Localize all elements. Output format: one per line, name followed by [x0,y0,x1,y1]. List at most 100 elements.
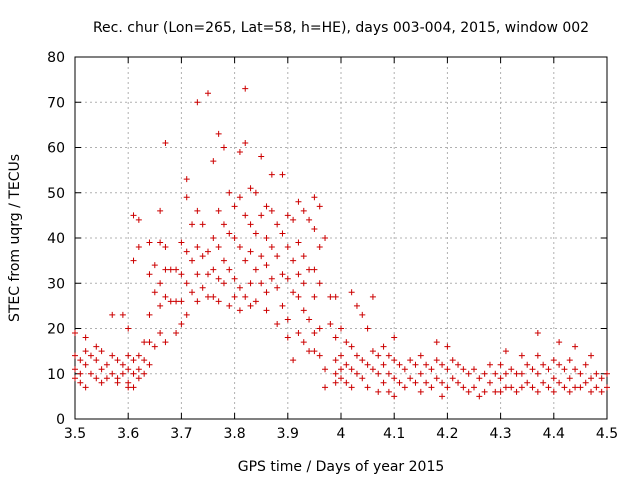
y-tick-labels: 0 10 20 30 40 50 60 70 80 [47,50,65,428]
data-point [199,284,206,291]
data-point [93,343,100,350]
grid [75,57,607,419]
data-point [375,352,382,359]
data-point [146,361,153,368]
data-point [231,203,238,210]
data-point [593,370,600,377]
data-point [109,370,116,377]
data-point [476,393,483,400]
data-point [380,361,387,368]
data-point [290,289,297,296]
data-point [98,348,105,355]
data-point [471,366,477,373]
data-point [444,343,451,350]
data-point [359,375,366,382]
data-point [327,293,334,300]
data-point [380,379,387,386]
data-point [274,320,281,327]
data-point [279,230,286,237]
data-point [508,384,515,391]
data-point [396,379,403,386]
data-point [572,343,579,350]
data-point [566,388,573,395]
x-tick-label: 4.2 [436,426,458,442]
data-point [385,370,392,377]
data-point [322,366,329,373]
data-point [316,325,323,332]
data-point [146,339,153,346]
data-point [157,280,164,287]
data-point [252,266,259,273]
data-point [439,393,446,400]
data-point [550,388,557,395]
data-point [412,379,419,386]
data-point [183,176,190,183]
data-point [332,379,339,386]
data-point [332,357,339,364]
data-point [391,334,398,341]
data-point [103,375,110,382]
data-point [481,370,488,377]
data-point [236,194,243,201]
data-point [189,289,196,296]
data-point [87,352,94,359]
data-point [274,221,281,228]
data-point [332,334,339,341]
data-point [135,366,142,373]
data-point [72,366,78,373]
data-point [98,379,105,386]
data-point [492,388,499,395]
data-point [173,298,180,305]
data-point [423,379,430,386]
data-point [215,298,222,305]
data-point [141,339,148,346]
data-point [486,361,493,368]
data-point [130,370,137,377]
data-point [582,379,589,386]
data-point [215,275,222,282]
data-point [87,370,94,377]
data-point [428,384,435,391]
data-point [183,194,190,201]
data-point [220,144,227,151]
y-tick-label: 70 [47,95,65,111]
data-point [327,320,334,327]
data-point [455,379,462,386]
data-point [247,280,254,287]
data-point [205,90,211,97]
data-point [226,266,233,273]
y-tick-label: 20 [47,322,65,338]
data-point [157,239,164,246]
data-point [258,280,265,287]
data-point [183,280,190,287]
data-point [263,235,270,241]
data-point [162,266,169,273]
data-point [348,384,355,391]
data-point [194,271,201,278]
data-point [300,307,307,314]
data-point [130,212,137,219]
data-point [311,194,318,201]
data-point [258,253,265,260]
data-point [513,388,520,395]
data-point [226,302,233,309]
data-point [417,352,424,359]
data-point [338,375,344,382]
data-point [433,357,440,364]
data-point [220,280,227,287]
data-point [534,370,541,377]
data-point [178,320,185,327]
data-point [311,348,318,355]
data-point [215,207,222,214]
data-point [220,221,227,228]
data-point [502,348,509,355]
y-axis-label: STEC from uqrg / TECUs [7,154,23,322]
data-point [226,230,233,237]
data-point [359,311,366,318]
data-point [210,266,217,273]
data-point [465,370,472,377]
data-points [72,85,610,400]
x-tick-label: 3.9 [277,426,299,442]
data-point [162,293,169,300]
data-point [125,366,132,373]
